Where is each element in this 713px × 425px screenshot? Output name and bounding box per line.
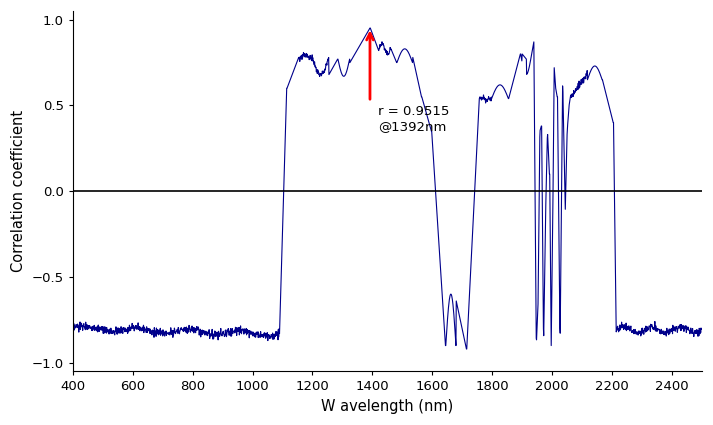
Y-axis label: Correlation coefficient: Correlation coefficient — [11, 110, 26, 272]
Text: r = 0.9515
@1392nm: r = 0.9515 @1392nm — [379, 105, 450, 133]
X-axis label: W avelength (nm): W avelength (nm) — [322, 399, 453, 414]
